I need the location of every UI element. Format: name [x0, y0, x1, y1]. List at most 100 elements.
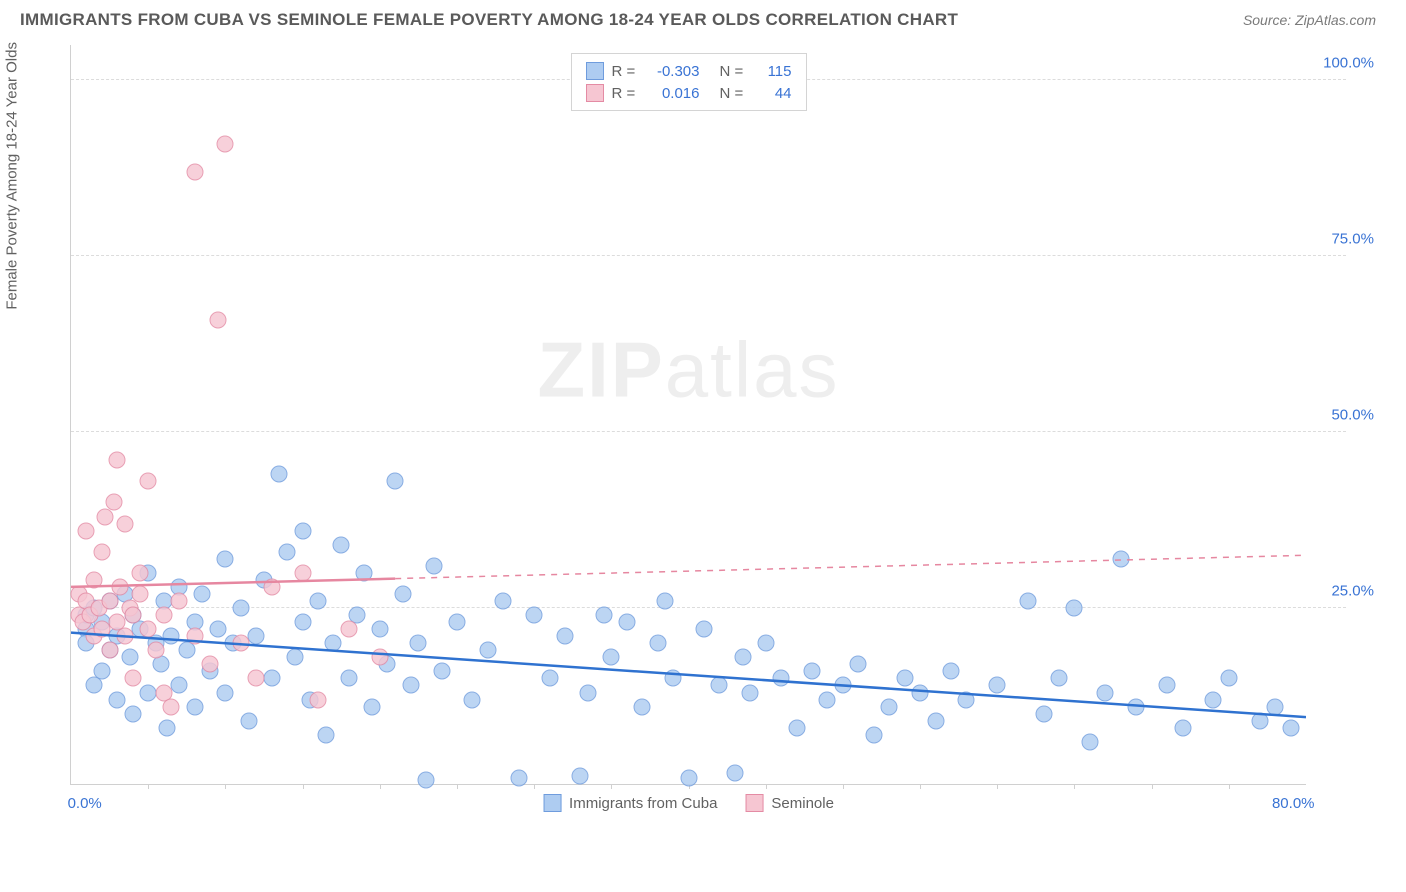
- data-point: [495, 593, 512, 610]
- x-tick: [380, 784, 381, 789]
- legend-n-value: 115: [756, 63, 792, 80]
- data-point: [665, 670, 682, 687]
- data-point: [1097, 684, 1114, 701]
- y-tick-label: 100.0%: [1323, 55, 1374, 72]
- x-tick: [843, 784, 844, 789]
- data-point: [819, 691, 836, 708]
- data-point: [850, 656, 867, 673]
- data-point: [541, 670, 558, 687]
- legend-r-label: R =: [612, 63, 640, 80]
- data-point: [479, 642, 496, 659]
- data-point: [248, 670, 265, 687]
- data-point: [263, 670, 280, 687]
- data-point: [340, 621, 357, 638]
- legend-swatch: [543, 794, 561, 812]
- data-point: [124, 705, 141, 722]
- data-point: [649, 635, 666, 652]
- data-point: [217, 135, 234, 152]
- data-point: [557, 628, 574, 645]
- data-point: [1282, 719, 1299, 736]
- data-point: [572, 767, 589, 784]
- data-point: [186, 163, 203, 180]
- y-tick-label: 75.0%: [1331, 231, 1374, 248]
- data-point: [595, 607, 612, 624]
- data-point: [1112, 550, 1129, 567]
- data-point: [186, 698, 203, 715]
- data-point: [912, 684, 929, 701]
- data-point: [448, 614, 465, 631]
- data-point: [263, 578, 280, 595]
- data-point: [109, 691, 126, 708]
- watermark-light: atlas: [665, 326, 840, 414]
- data-point: [1205, 691, 1222, 708]
- data-point: [1035, 705, 1052, 722]
- x-tick: [997, 784, 998, 789]
- data-point: [603, 649, 620, 666]
- data-point: [1128, 698, 1145, 715]
- x-tick: [303, 784, 304, 789]
- data-point: [356, 564, 373, 581]
- data-point: [989, 677, 1006, 694]
- data-point: [834, 677, 851, 694]
- watermark-bold: ZIP: [537, 326, 664, 414]
- y-tick-label: 50.0%: [1331, 407, 1374, 424]
- data-point: [217, 684, 234, 701]
- gridline: [71, 607, 1346, 608]
- data-point: [310, 593, 327, 610]
- data-point: [294, 614, 311, 631]
- data-point: [217, 550, 234, 567]
- data-point: [680, 769, 697, 786]
- data-point: [1251, 712, 1268, 729]
- data-point: [124, 607, 141, 624]
- data-point: [310, 691, 327, 708]
- x-tick-label: 0.0%: [68, 795, 102, 812]
- data-point: [286, 649, 303, 666]
- data-point: [433, 663, 450, 680]
- data-point: [93, 621, 110, 638]
- data-point: [804, 663, 821, 680]
- data-point: [186, 628, 203, 645]
- data-point: [163, 698, 180, 715]
- data-point: [140, 473, 157, 490]
- data-point: [279, 543, 296, 560]
- data-point: [371, 649, 388, 666]
- chart-title: IMMIGRANTS FROM CUBA VS SEMINOLE FEMALE …: [20, 10, 958, 30]
- data-point: [112, 578, 129, 595]
- data-point: [881, 698, 898, 715]
- data-point: [232, 635, 249, 652]
- data-point: [387, 473, 404, 490]
- data-point: [147, 642, 164, 659]
- data-point: [117, 628, 134, 645]
- data-point: [510, 770, 527, 787]
- data-point: [333, 536, 350, 553]
- series-legend-label: Seminole: [771, 795, 834, 812]
- data-point: [140, 621, 157, 638]
- data-point: [1174, 719, 1191, 736]
- data-point: [364, 698, 381, 715]
- data-point: [101, 642, 118, 659]
- data-point: [232, 600, 249, 617]
- legend-r-value: -0.303: [648, 63, 700, 80]
- data-point: [865, 726, 882, 743]
- data-point: [425, 557, 442, 574]
- legend-n-value: 44: [756, 85, 792, 102]
- data-point: [1051, 670, 1068, 687]
- data-point: [711, 677, 728, 694]
- plot-area: ZIPatlas 25.0%50.0%75.0%100.0%0.0%80.0%R…: [70, 45, 1306, 785]
- correlation-legend-row: R =-0.303N =115: [586, 60, 792, 82]
- x-tick: [920, 784, 921, 789]
- data-point: [248, 628, 265, 645]
- watermark: ZIPatlas: [537, 325, 839, 416]
- data-point: [418, 772, 435, 789]
- data-point: [526, 607, 543, 624]
- data-point: [618, 614, 635, 631]
- data-point: [410, 635, 427, 652]
- data-point: [140, 684, 157, 701]
- x-tick: [611, 784, 612, 789]
- series-legend: Immigrants from CubaSeminole: [543, 794, 834, 812]
- data-point: [121, 649, 138, 666]
- chart-header: IMMIGRANTS FROM CUBA VS SEMINOLE FEMALE …: [0, 0, 1406, 35]
- data-point: [93, 663, 110, 680]
- legend-r-value: 0.016: [648, 85, 700, 102]
- data-point: [1081, 733, 1098, 750]
